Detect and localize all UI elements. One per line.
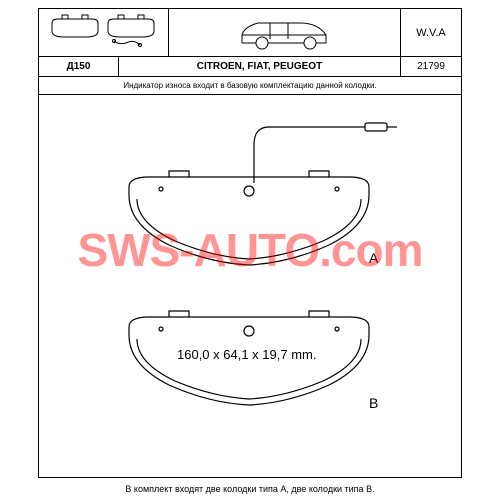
footer-text: В комплект входят две колодки типа А, дв… <box>0 484 500 494</box>
wva-number: 21799 <box>401 57 461 76</box>
header-car-icon <box>169 9 401 56</box>
pad-a-svg <box>109 115 399 285</box>
car-icon-svg <box>230 13 340 53</box>
header-pad-icons <box>39 9 169 56</box>
pad-dimensions: 160,0 x 64,1 x 19,7 mm. <box>177 347 316 362</box>
header-row: W.V.A <box>39 9 461 57</box>
info-row: Д150 CITROEN, FIAT, PEUGEOT 21799 <box>39 57 461 77</box>
spec-sheet: W.V.A Д150 CITROEN, FIAT, PEUGEOT 21799 … <box>38 8 462 478</box>
pad-icon-svg <box>44 13 164 53</box>
pad-b-label: B <box>369 395 378 411</box>
note-text: Индикатор износа входит в базовую компле… <box>39 77 461 95</box>
brand-list: CITROEN, FIAT, PEUGEOT <box>119 57 401 76</box>
product-code: Д150 <box>39 57 119 76</box>
header-wva-label: W.V.A <box>401 9 461 56</box>
pad-b-svg <box>109 295 399 455</box>
pad-a-label: A <box>369 250 378 266</box>
drawing-area: A 160,0 x 64,1 x 19,7 mm. B <box>39 95 461 477</box>
